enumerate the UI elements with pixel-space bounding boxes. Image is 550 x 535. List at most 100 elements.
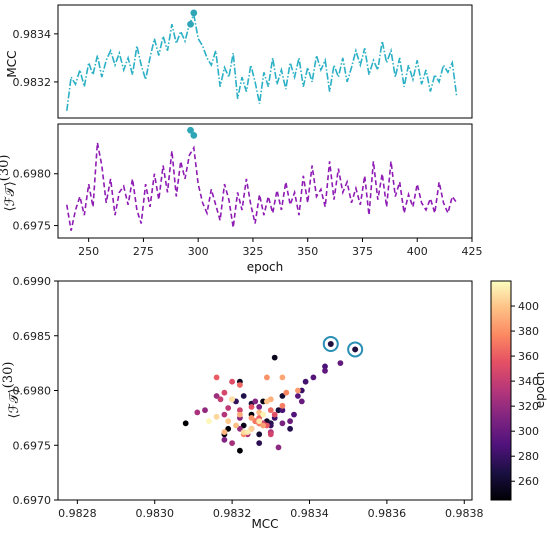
xtick-label-1-7: 425	[462, 245, 483, 258]
scatter-point-73	[260, 422, 266, 429]
colorbar-label: epoch	[533, 372, 547, 409]
xtick-label-1-0: 250	[78, 245, 99, 258]
scatter-point-72	[295, 387, 301, 394]
colorbar-tick-label-4: 340	[518, 375, 539, 388]
scatter-point-52	[237, 407, 243, 414]
scatter-point-62	[237, 382, 243, 388]
colorbar-tick-label-3: 320	[518, 400, 539, 413]
scatter-point-27	[295, 393, 301, 399]
mcc-series-group	[66, 9, 458, 111]
ft-ylabel-main: ⟨ℱ𝒯⟩	[3, 181, 18, 211]
circled-points	[322, 335, 364, 358]
scatter-point-77	[221, 429, 228, 435]
xtick-label-1-6: 400	[407, 245, 428, 258]
scatter-xtick-label-3: 0.9834	[290, 507, 329, 520]
scatter-point-87	[244, 429, 251, 435]
scatter-point-57	[271, 411, 278, 418]
scatter-point-58	[248, 404, 255, 410]
mcc-xlabel: MCC	[251, 517, 278, 531]
scatter-point-60	[213, 374, 220, 381]
scatter-xtick-label-5: 0.9838	[445, 507, 484, 520]
scatter-point-25	[291, 411, 297, 418]
mcc-y-ticks: 0.9832 0.9834	[13, 28, 58, 89]
scatter-x-ticks: 0.9828 0.9830 0.9832 0.9834 0.9836 0.9838	[58, 500, 484, 520]
scatter-ylabel: ⟨ℱ𝒯⟩(30)	[1, 361, 22, 418]
scatter-point-31	[287, 418, 293, 425]
scatter-point-15	[240, 393, 247, 399]
scatter-ylabel-sup: (30)	[1, 361, 16, 388]
colorbar-tick-label-0: 260	[518, 475, 539, 488]
scatter-point-80	[264, 398, 270, 405]
scatter-point-40	[237, 425, 243, 432]
highlight-point-1-1	[190, 132, 198, 139]
ft-ylabel-sup: (30)	[0, 154, 12, 181]
scatter-point-24	[322, 363, 328, 370]
scatter-point-54	[221, 389, 228, 396]
scatter-point-75	[237, 411, 243, 418]
scatter-point-36	[252, 398, 259, 405]
scatter-point-28	[322, 367, 328, 374]
scatter-point-68	[283, 389, 290, 396]
colorbar-tick-label-6: 380	[518, 325, 539, 338]
xtick-label-1-1: 275	[133, 245, 154, 258]
scatter-xtick-label-1: 0.9830	[135, 507, 174, 520]
scatter-ytick-label-3: 0.6985	[13, 330, 52, 343]
ytick-label-1-0: 0.6975	[13, 220, 52, 233]
scatter-point-70	[264, 374, 270, 381]
scatter-point-66	[279, 402, 286, 409]
ft-panel-frame	[57, 123, 473, 239]
scatter-point-46	[221, 411, 228, 418]
scatter-point-44	[194, 409, 201, 416]
scatter-point-0	[182, 420, 189, 427]
scatter-y-ticks: 0.6970 0.6975 0.6980 0.6985 0.6990	[13, 275, 58, 507]
scatter-point-83	[213, 413, 220, 420]
colorbar: 260 280 300 320 340 360 380 400 epoch	[490, 280, 547, 501]
scatter-point-74	[279, 374, 286, 381]
scatter-point-48	[225, 405, 232, 411]
colorbar-tick-label-2: 300	[518, 425, 539, 438]
scatter-point-11	[256, 431, 263, 438]
xtick-label-1-3: 325	[242, 245, 263, 258]
scatter-ytick-label-1: 0.6975	[13, 439, 52, 452]
ft-ylabel: ⟨ℱ𝒯⟩(30)	[0, 154, 18, 211]
scatter-point-10	[279, 393, 286, 399]
colorbar-tick-label-7: 400	[518, 300, 539, 313]
colorbar-gradient	[490, 280, 512, 501]
scatter-point-43	[229, 440, 236, 446]
xtick-label-1-4: 350	[297, 245, 318, 258]
series-line-0-0	[66, 11, 458, 111]
ft-line-panel: 0.6975 0.6980 250 275 300 325 350 375 400 425 ⟨ℱ…	[0, 123, 483, 274]
scatter-point-86	[256, 418, 263, 425]
xtick-label-1-2: 300	[188, 245, 209, 258]
highlight-point-1-0	[187, 126, 194, 134]
scatter-ytick-label-4: 0.6990	[13, 275, 52, 288]
scatter-point-29	[337, 360, 344, 366]
scatter-point-22	[302, 378, 309, 385]
ytick-label-0-0: 0.9832	[13, 76, 52, 89]
scatter-point-6	[240, 422, 247, 429]
ft-series-group	[66, 126, 458, 231]
scatter-point-81	[225, 418, 232, 425]
scatter-point-53	[267, 431, 274, 438]
scatter-point-50	[217, 396, 224, 403]
scatter-point-17	[256, 440, 263, 446]
scatter-points	[182, 354, 344, 454]
circled-point-ring-1	[347, 341, 364, 358]
scatter-point-30	[298, 398, 305, 405]
scatter-point-88	[260, 411, 266, 418]
highlight-point-0-0	[187, 20, 194, 28]
ft-y-ticks: 0.6975 0.6980	[13, 168, 58, 233]
scatter-point-1	[237, 447, 243, 454]
scatter-point-41	[213, 393, 220, 399]
ytick-label-1-1: 0.6980	[13, 168, 52, 181]
scatter-xtick-label-2: 0.9832	[213, 507, 252, 520]
circled-point-dot-1	[352, 346, 359, 353]
circled-point-ring-0	[322, 335, 339, 352]
scatter-point-38	[275, 444, 282, 451]
scatter-point-35	[221, 436, 228, 443]
scatter-point-26	[310, 374, 317, 381]
scatter-point-2	[225, 425, 232, 432]
scatter-point-85	[229, 396, 236, 403]
